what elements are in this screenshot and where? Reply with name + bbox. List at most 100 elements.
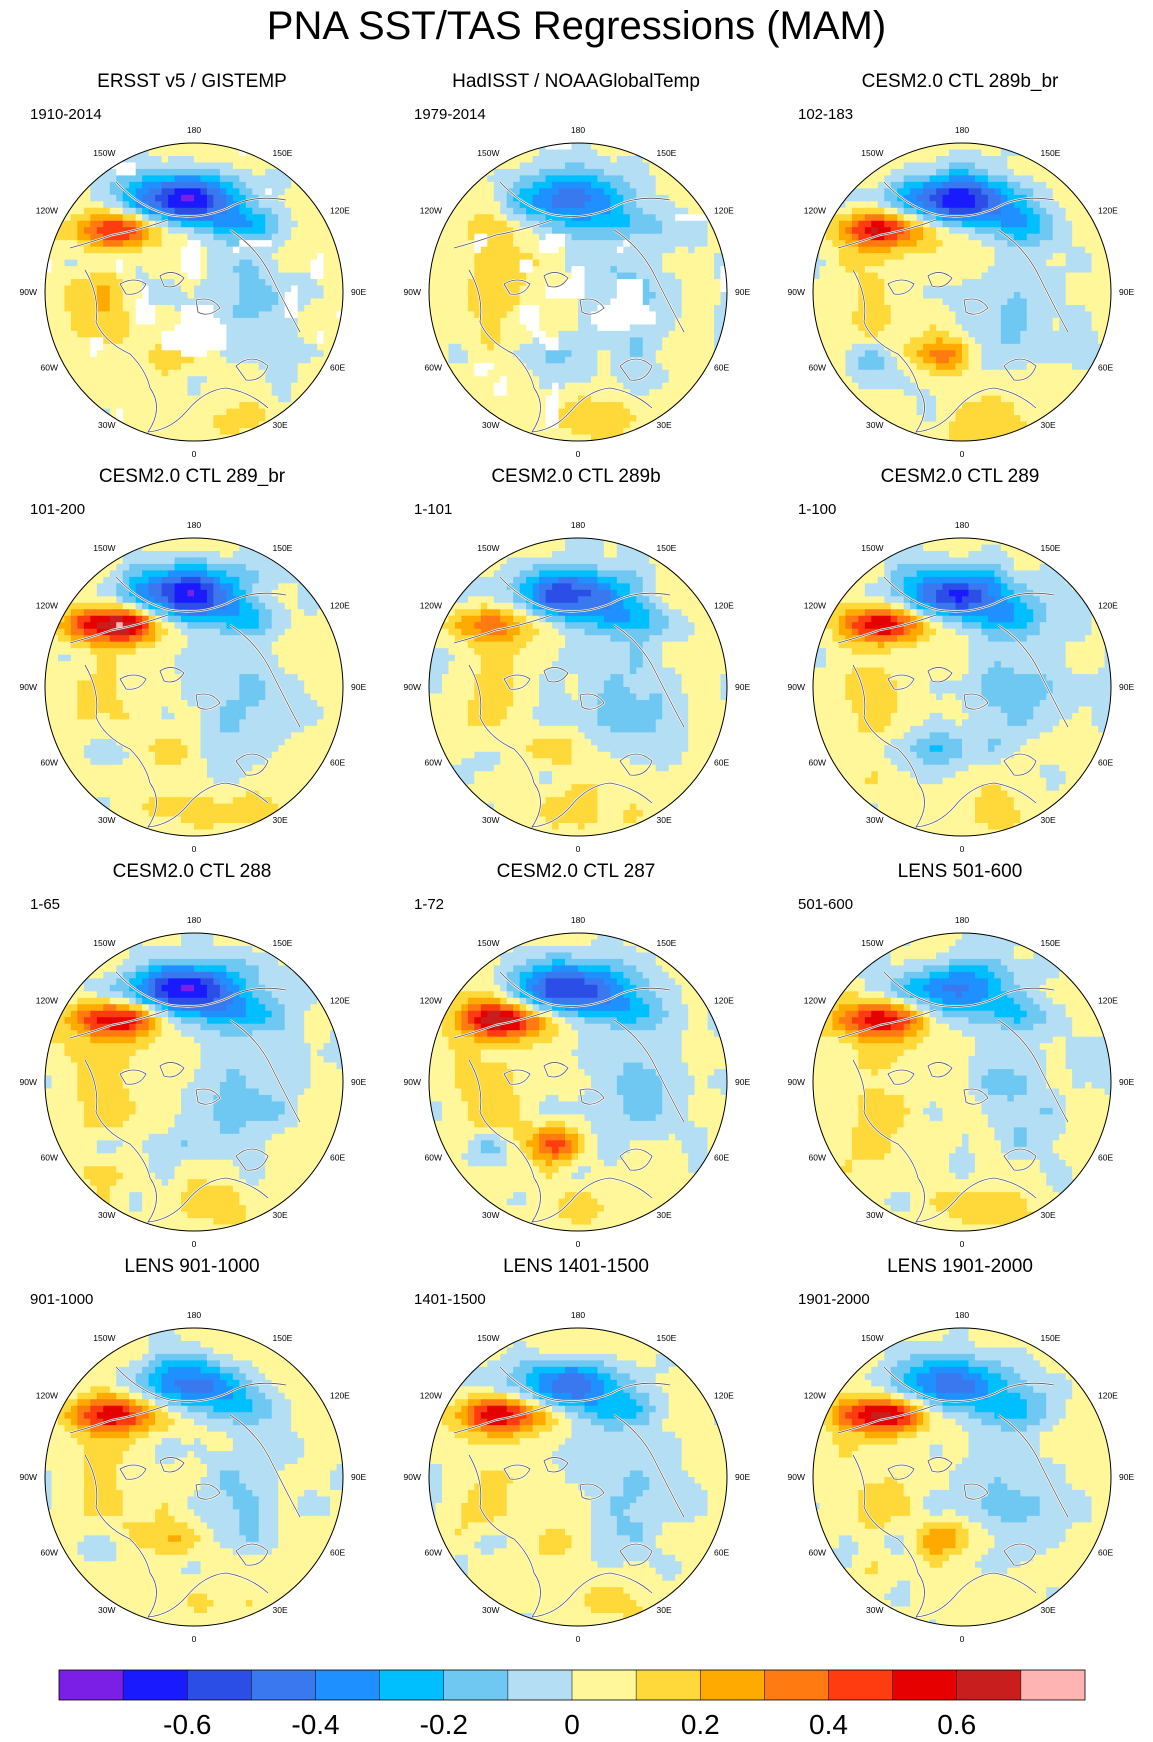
field-cell [877, 188, 885, 196]
field-cell [558, 304, 566, 313]
field-cell [448, 337, 456, 345]
field-cell [552, 143, 560, 151]
field-cell [539, 304, 547, 313]
field-cell [649, 350, 657, 358]
field-cell [649, 188, 657, 196]
field-cell [552, 402, 560, 410]
field-cell [493, 376, 501, 384]
field-cell [590, 434, 599, 441]
field-cell [487, 395, 495, 403]
field-cell [226, 428, 234, 436]
field-cell [864, 168, 872, 176]
field-cell [441, 337, 450, 345]
field-cell [578, 181, 586, 189]
field-cell [454, 207, 462, 215]
field-cell [825, 240, 834, 248]
field-cell [584, 181, 592, 189]
field-cell [252, 240, 260, 248]
field-cell [513, 324, 521, 332]
field-cell [51, 240, 59, 248]
field-cell [168, 369, 176, 377]
field-cell [655, 220, 663, 228]
field-cell [194, 266, 202, 274]
field-cell [448, 272, 456, 280]
field-cell [962, 356, 970, 364]
field-cell [103, 298, 111, 306]
field-cell [662, 376, 670, 384]
field-cell [513, 155, 521, 164]
field-cell [70, 240, 78, 248]
field-cell [467, 207, 475, 215]
field-cell [532, 188, 540, 196]
field-cell [629, 220, 637, 228]
field-cell [681, 343, 689, 351]
field-cell [252, 292, 260, 300]
field-cell [603, 408, 611, 416]
field-cell [636, 246, 644, 254]
field-cell [903, 408, 911, 416]
field-cell [851, 298, 859, 306]
field-cell [968, 356, 976, 364]
field-cell [461, 311, 469, 319]
field-cell [174, 227, 182, 235]
field-cell [558, 343, 566, 351]
field-cell [1000, 402, 1008, 410]
field-cell [310, 311, 318, 319]
field-cell [629, 395, 637, 403]
field-cell [500, 376, 508, 384]
field-cell [461, 356, 469, 364]
field-cell [584, 337, 592, 345]
field-cell [174, 272, 182, 280]
field-cell [116, 155, 124, 164]
field-cell [649, 259, 657, 267]
field-cell [662, 356, 670, 364]
field-cell [578, 207, 586, 215]
field-cell [597, 194, 605, 202]
field-cell [297, 324, 305, 332]
field-cell [181, 389, 189, 397]
field-cell [454, 356, 462, 364]
field-cell [597, 298, 605, 306]
field-cell [265, 382, 273, 390]
field-cell [923, 382, 931, 390]
field-cell [968, 155, 976, 164]
field-cell [552, 369, 560, 377]
field-cell [448, 253, 456, 261]
field-cell [96, 279, 104, 287]
field-cell [1033, 201, 1041, 209]
field-cell [942, 363, 950, 371]
field-cell [623, 168, 631, 176]
field-cell [1000, 175, 1008, 183]
field-cell [629, 311, 637, 319]
field-cell [532, 240, 540, 248]
field-cell [701, 214, 709, 222]
field-cell [877, 168, 885, 176]
field-cell [714, 285, 722, 293]
field-cell [317, 350, 325, 358]
field-cell [232, 382, 240, 390]
field-cell [441, 240, 450, 248]
field-cell [962, 194, 970, 202]
field-cell [506, 382, 514, 390]
field-cell [297, 350, 305, 358]
field-cell [987, 266, 995, 274]
field-cell [552, 356, 560, 364]
field-cell [148, 285, 156, 293]
field-cell [148, 363, 156, 371]
field-cell [168, 395, 176, 403]
field-cell [688, 292, 696, 300]
field-cell [545, 298, 553, 306]
field-cell [923, 376, 931, 384]
field-cell [461, 343, 469, 351]
field-cell [1026, 356, 1034, 364]
field-cell [877, 408, 885, 416]
field-cell [955, 266, 963, 274]
field-cell [949, 337, 957, 345]
field-cell [649, 246, 657, 254]
field-cell [629, 175, 637, 183]
field-cell [77, 330, 85, 338]
field-cell [461, 240, 469, 248]
field-cell [955, 246, 963, 254]
field-cell [57, 214, 66, 222]
